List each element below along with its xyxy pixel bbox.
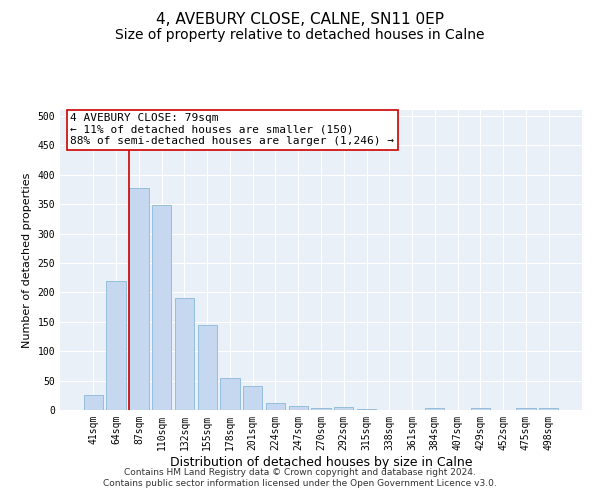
Bar (84, 396, 103, 410)
Bar (129, 188, 149, 410)
Y-axis label: Number of detached properties: Number of detached properties (22, 172, 32, 348)
Text: 4, AVEBURY CLOSE, CALNE, SN11 0EP: 4, AVEBURY CLOSE, CALNE, SN11 0EP (156, 12, 444, 28)
Bar (266, 403, 285, 410)
Bar (220, 378, 239, 410)
Bar (106, 280, 126, 410)
Bar (516, 408, 536, 410)
Bar (539, 408, 558, 410)
Bar (425, 408, 445, 410)
Bar (152, 206, 172, 410)
Bar (334, 407, 353, 410)
Text: Size of property relative to detached houses in Calne: Size of property relative to detached ho… (115, 28, 485, 42)
Bar (243, 386, 262, 410)
Bar (311, 408, 331, 410)
Text: 4 AVEBURY CLOSE: 79sqm
← 11% of detached houses are smaller (150)
88% of semi-de: 4 AVEBURY CLOSE: 79sqm ← 11% of detached… (70, 113, 394, 146)
Text: Contains HM Land Registry data © Crown copyright and database right 2024.
Contai: Contains HM Land Registry data © Crown c… (103, 468, 497, 487)
Bar (289, 406, 308, 410)
X-axis label: Distribution of detached houses by size in Calne: Distribution of detached houses by size … (170, 456, 472, 468)
Bar (197, 324, 217, 410)
Bar (175, 298, 194, 410)
Bar (470, 408, 490, 410)
